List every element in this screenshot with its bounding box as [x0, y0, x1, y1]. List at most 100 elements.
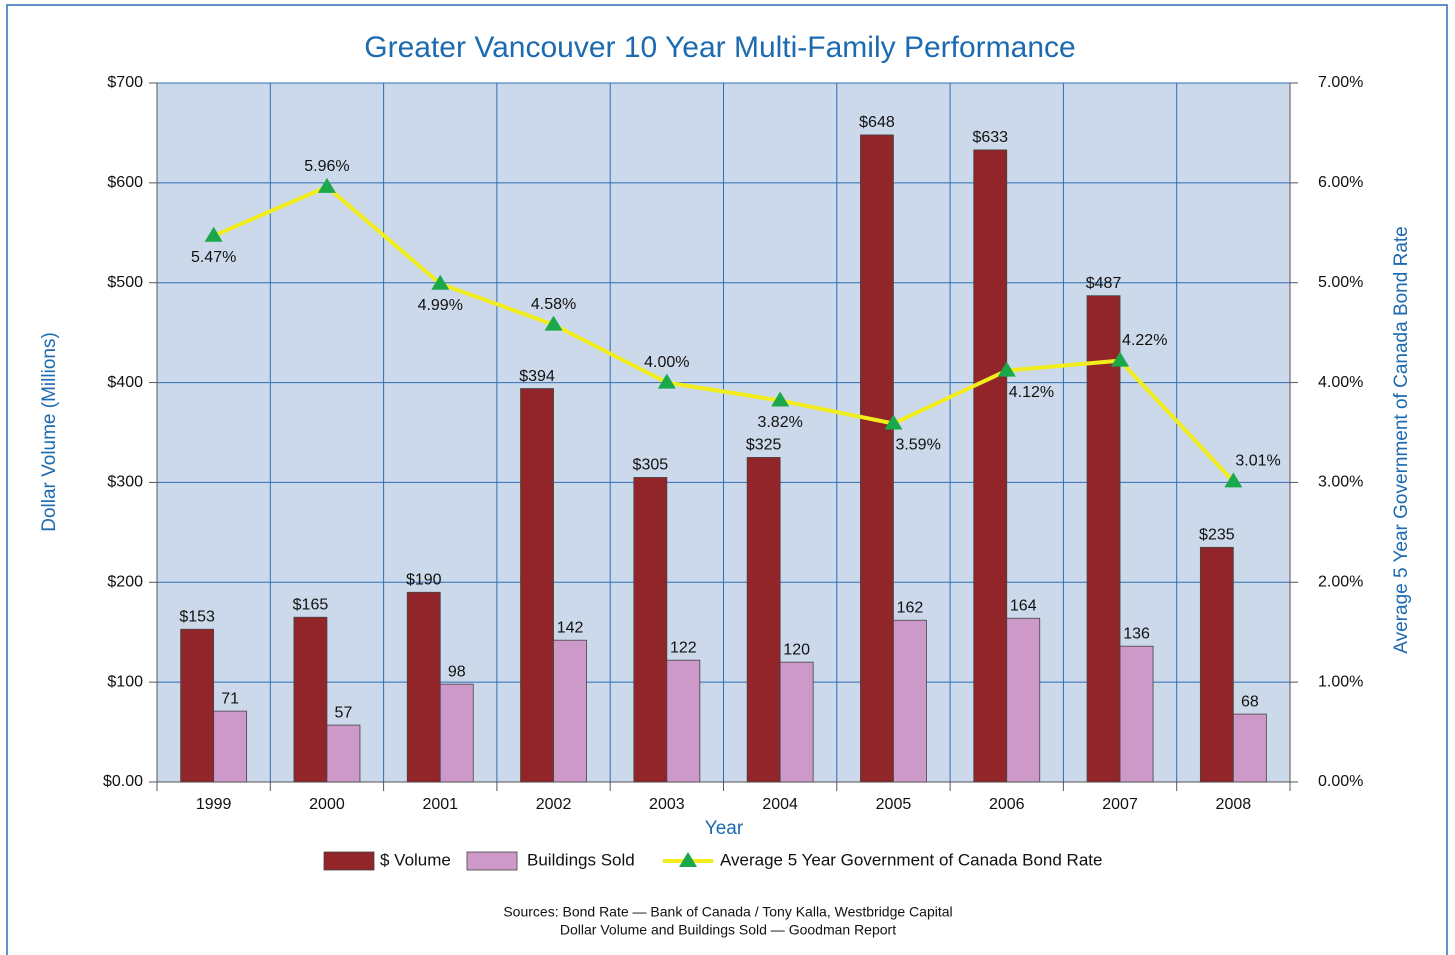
bar: [406, 591, 441, 783]
data-label: 162: [897, 599, 924, 616]
x-tick-label: 2007: [1102, 796, 1138, 813]
data-label: 4.99%: [418, 297, 463, 314]
data-label: 122: [670, 639, 697, 656]
marker: [884, 414, 903, 430]
data-label: $165: [293, 596, 329, 613]
data-label: 4.58%: [531, 296, 576, 313]
marker: [1224, 472, 1243, 488]
bar: [779, 661, 814, 783]
marker: [204, 226, 223, 242]
legend-swatch: [323, 851, 375, 871]
marker: [1111, 351, 1130, 367]
data-label: 120: [783, 641, 810, 658]
data-label: 3.01%: [1235, 453, 1280, 470]
y-tick-label: $400: [107, 374, 143, 391]
data-label: 5.47%: [191, 249, 236, 266]
data-label: $394: [519, 368, 555, 385]
legend-label: Buildings Sold: [527, 850, 635, 869]
bar: [860, 134, 894, 783]
marker: [431, 274, 450, 290]
y-tick-label: $200: [107, 574, 143, 591]
y2-tick-label: 1.00%: [1318, 673, 1363, 690]
data-label: 68: [1241, 693, 1259, 710]
line: [212, 184, 1235, 483]
bar: [1119, 645, 1154, 783]
bar: [1006, 617, 1041, 783]
x-tick-label: 2004: [762, 796, 798, 813]
data-label: 164: [1010, 597, 1037, 614]
marker: [997, 361, 1016, 377]
y2-axis-label: Average 5 Year Government of Canada Bond…: [1391, 226, 1412, 653]
legend-label: $ Volume: [380, 850, 451, 869]
y-tick-label: $300: [107, 474, 143, 491]
x-tick-label: 2005: [876, 796, 912, 813]
x-tick-label: 2002: [536, 796, 572, 813]
bar: [746, 457, 781, 783]
y2-tick-label: 5.00%: [1318, 274, 1363, 291]
bar: [666, 659, 701, 783]
x-tick-label: 2006: [989, 796, 1025, 813]
data-label: 71: [221, 690, 239, 707]
marker: [544, 315, 563, 331]
y2-tick-label: 6.00%: [1318, 174, 1363, 191]
source-note: Sources: Bond Rate — Bank of Canada / To…: [503, 904, 952, 920]
x-tick-label: 2000: [309, 796, 345, 813]
bar: [180, 628, 215, 783]
data-label: 98: [448, 663, 466, 680]
y2-tick-label: 3.00%: [1318, 474, 1363, 491]
bar: [893, 619, 927, 783]
data-label: 4.22%: [1122, 332, 1167, 349]
legend-label: Average 5 Year Government of Canada Bond…: [720, 850, 1102, 869]
data-label: 57: [335, 704, 353, 721]
marker: [657, 373, 676, 389]
data-label: $235: [1199, 527, 1235, 544]
bar: [1232, 713, 1267, 783]
data-label: $487: [1086, 275, 1122, 292]
bar: [439, 683, 474, 783]
y2-tick-label: 2.00%: [1318, 574, 1363, 591]
marker: [317, 177, 336, 193]
y-tick-label: $700: [107, 74, 143, 91]
y-tick-label: $500: [107, 274, 143, 291]
x-tick-label: 1999: [196, 796, 232, 813]
data-label: 5.96%: [304, 158, 349, 175]
data-label: 136: [1123, 625, 1150, 642]
bar: [213, 710, 248, 783]
data-label: $153: [179, 608, 215, 625]
legend-marker: [679, 852, 697, 867]
y-axis-label: Dollar Volume (Millions): [39, 332, 60, 532]
x-tick-label: 2008: [1216, 796, 1252, 813]
x-axis-label: Year: [705, 818, 744, 839]
bar: [520, 388, 554, 783]
data-label: $633: [972, 129, 1008, 146]
data-label: 3.82%: [757, 414, 802, 431]
bar: [293, 616, 328, 783]
data-label: $325: [746, 437, 782, 454]
x-tick-label: 2003: [649, 796, 685, 813]
bar: [553, 639, 587, 783]
bar: [1199, 546, 1234, 783]
data-label: $305: [633, 457, 669, 474]
bar: [633, 477, 668, 783]
data-label: $190: [406, 571, 442, 588]
data-label: 3.59%: [895, 437, 940, 454]
y-tick-label: $100: [107, 673, 143, 690]
y-tick-label: $0.00: [103, 773, 143, 790]
y2-tick-label: 0.00%: [1318, 773, 1363, 790]
chart-title: Greater Vancouver 10 Year Multi-Family P…: [364, 31, 1075, 64]
source-note: Dollar Volume and Buildings Sold — Goodm…: [560, 922, 896, 938]
bar: [973, 149, 1008, 783]
bar: [326, 724, 361, 783]
legend-swatch: [466, 851, 518, 871]
frame: [6, 4, 1448, 955]
data-label: 4.00%: [644, 354, 689, 371]
x-tick-label: 2001: [422, 796, 458, 813]
marker: [771, 391, 790, 407]
y2-tick-label: 4.00%: [1318, 374, 1363, 391]
y2-tick-label: 7.00%: [1318, 74, 1363, 91]
data-label: 142: [557, 619, 584, 636]
data-label: 4.12%: [1009, 384, 1054, 401]
data-label: $648: [859, 114, 895, 131]
